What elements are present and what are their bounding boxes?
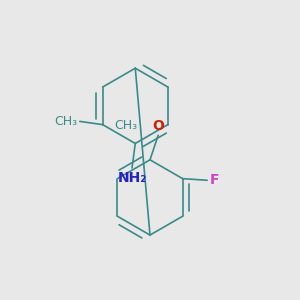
Text: F: F [210,173,219,187]
Text: CH₃: CH₃ [114,119,137,132]
Text: O: O [152,119,164,133]
Text: NH₂: NH₂ [117,171,147,184]
Text: CH₃: CH₃ [54,115,77,128]
